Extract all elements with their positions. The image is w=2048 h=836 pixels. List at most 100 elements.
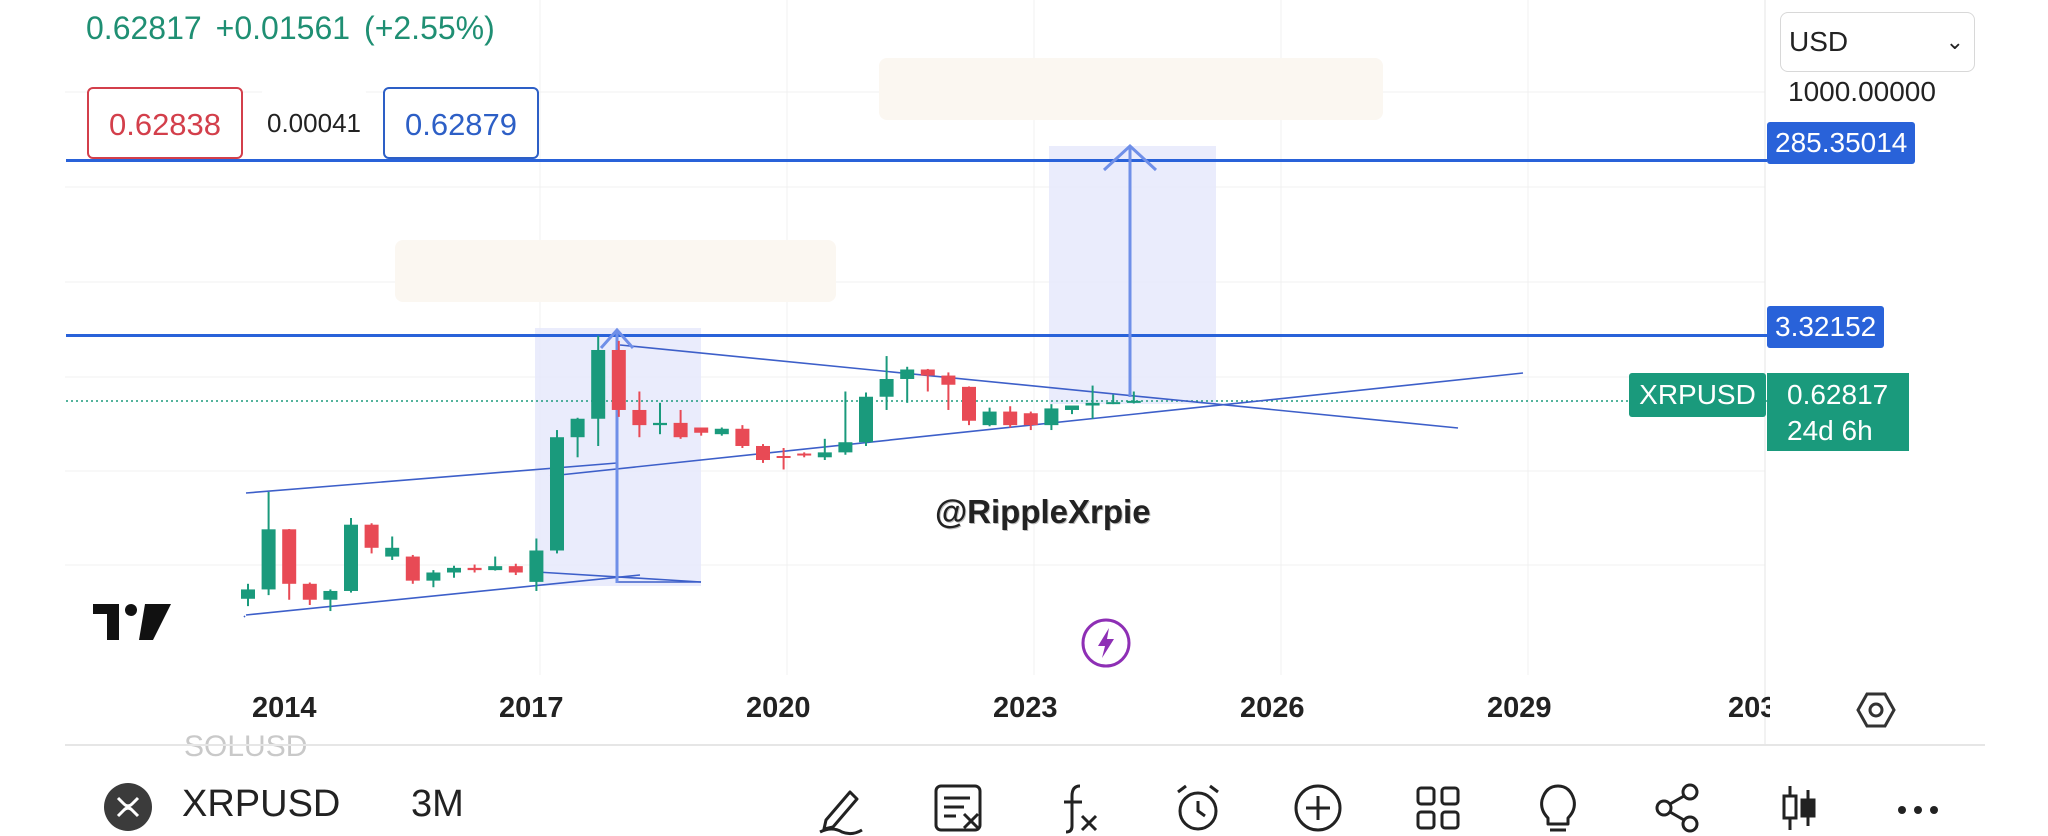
price-scale-top-label: 1000.00000 [1788, 76, 1936, 107]
candle [756, 444, 770, 463]
candle [467, 564, 482, 573]
candle [1044, 404, 1059, 431]
tradingview-logo-icon[interactable] [93, 602, 173, 642]
candlestick-series [241, 335, 1141, 612]
header-price-row: 0.62817 +0.01561 (+2.55%) [86, 10, 509, 47]
candle [1065, 405, 1079, 415]
spread-value: 0.00041 [262, 87, 366, 159]
candle-body [261, 529, 276, 590]
symbol-price-label: XRPUSD [1629, 373, 1766, 417]
candle [611, 340, 626, 417]
candle-body [756, 445, 770, 461]
candle [302, 582, 317, 605]
interval-button[interactable]: 3M [411, 783, 464, 825]
price-level-label: 285.35014 [1767, 122, 1916, 164]
chart-settings-icon[interactable] [1856, 690, 1896, 730]
xrp-symbol-icon[interactable] [104, 783, 152, 831]
time-axis-label: 203 [1728, 692, 1770, 724]
candle [364, 523, 379, 554]
candle [859, 392, 873, 446]
candle-body [591, 349, 606, 419]
candle-body [982, 411, 997, 426]
candle-body [653, 422, 667, 426]
candle-body [920, 369, 935, 376]
projection-arrow-head [1102, 143, 1158, 172]
candle [653, 402, 667, 435]
candle-body [694, 427, 709, 433]
projection-arrow-head [599, 327, 635, 349]
candle-body [364, 524, 379, 548]
candle-body [529, 550, 544, 582]
remove-drawings-icon[interactable] [930, 780, 986, 836]
time-axis-label: 2020 [746, 692, 811, 724]
candle [570, 417, 585, 458]
candle-body [879, 378, 894, 397]
candle [1126, 391, 1141, 404]
time-axis-label: 2014 [252, 692, 317, 724]
candle-body [447, 567, 461, 573]
sell-price-button[interactable]: 0.62838 [87, 87, 243, 159]
measure-projection-box [1049, 146, 1216, 404]
measure-label-box [879, 58, 1383, 120]
candle [1023, 411, 1038, 431]
candle-body [1126, 400, 1141, 403]
candle-body [735, 428, 750, 446]
trendline [243, 615, 246, 618]
candle-body [797, 453, 812, 456]
chart-type-candles-icon[interactable] [1770, 780, 1826, 836]
candle [962, 386, 976, 426]
alarm-clock-icon[interactable] [1170, 780, 1226, 836]
current-price-value: 0.62817 [1787, 379, 1889, 410]
watermark-text: @RippleXrpie [935, 493, 1151, 530]
time-axis-label: 2023 [993, 692, 1058, 724]
indicators-fx-icon[interactable] [1050, 780, 1106, 836]
candle [838, 391, 853, 455]
candle [714, 427, 729, 436]
layout-grid-icon[interactable] [1410, 780, 1466, 836]
bottom-divider [65, 744, 1985, 746]
candle-body [550, 437, 564, 551]
add-plus-icon[interactable] [1290, 780, 1346, 836]
candle-body [776, 456, 791, 459]
candle [508, 563, 523, 576]
candle [323, 589, 338, 612]
candle [673, 409, 688, 439]
candle-body [508, 566, 523, 573]
header-last-price: 0.62817 [86, 10, 202, 46]
candle [694, 427, 709, 436]
share-icon[interactable] [1650, 780, 1706, 836]
candle [920, 368, 935, 392]
candle [941, 372, 956, 410]
candle-body [344, 524, 358, 591]
trendline [536, 571, 702, 583]
pencil-draw-icon[interactable] [812, 780, 868, 836]
candle [817, 438, 832, 461]
candle-body [1085, 402, 1100, 406]
candle-body [611, 349, 626, 410]
candle-body [302, 583, 317, 600]
lightning-icon[interactable] [1080, 617, 1132, 669]
time-axis-label: 2029 [1487, 692, 1552, 724]
candle-body [632, 409, 647, 426]
price-level-label: 3.32152 [1767, 306, 1885, 348]
candle [879, 356, 894, 410]
more-icon[interactable] [1890, 780, 1946, 836]
candle [1085, 385, 1100, 419]
trendline [245, 574, 641, 616]
ideas-lightbulb-icon[interactable] [1530, 780, 1586, 836]
candle [550, 430, 564, 554]
candle [261, 492, 276, 596]
buy-price-button[interactable]: 0.62879 [383, 87, 539, 159]
candle [591, 335, 606, 446]
candle-body [282, 529, 297, 584]
currency-select[interactable]: USD ⌄ [1780, 12, 1975, 72]
candle [1003, 406, 1018, 428]
candle-body [467, 567, 482, 571]
candle [405, 554, 420, 584]
candle-body [962, 386, 976, 421]
candle [488, 556, 503, 571]
candle [385, 536, 400, 560]
candle-body [323, 590, 338, 600]
symbol-button[interactable]: XRPUSD [182, 783, 341, 825]
